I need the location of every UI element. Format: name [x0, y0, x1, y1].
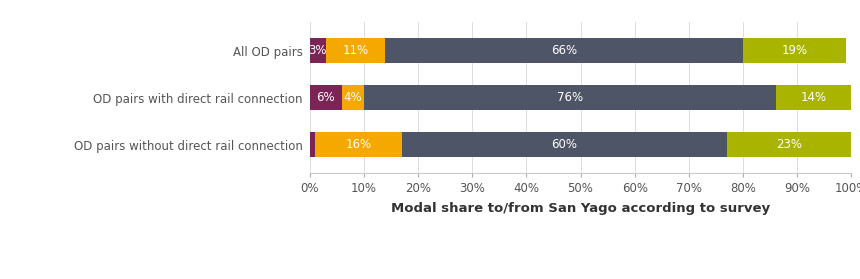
Text: 4%: 4% [344, 91, 362, 104]
Text: 3%: 3% [309, 44, 327, 57]
Text: 23%: 23% [776, 138, 802, 151]
Text: 76%: 76% [556, 91, 583, 104]
X-axis label: Modal share to/from San Yago according to survey: Modal share to/from San Yago according t… [391, 202, 770, 215]
Bar [310, 133, 315, 157]
Text: 6%: 6% [316, 91, 335, 104]
Bar [326, 38, 385, 63]
Bar [364, 85, 776, 110]
Bar [776, 85, 851, 110]
Bar [402, 133, 727, 157]
Bar [342, 85, 364, 110]
Text: 66%: 66% [551, 44, 577, 57]
Bar [385, 38, 743, 63]
Text: 14%: 14% [801, 91, 826, 104]
Text: 16%: 16% [346, 138, 372, 151]
Text: 60%: 60% [551, 138, 577, 151]
Bar [743, 38, 846, 63]
Text: 11%: 11% [342, 44, 369, 57]
Bar [310, 38, 326, 63]
Bar [727, 133, 851, 157]
Bar [310, 85, 342, 110]
Text: 19%: 19% [782, 44, 808, 57]
Bar [315, 133, 402, 157]
